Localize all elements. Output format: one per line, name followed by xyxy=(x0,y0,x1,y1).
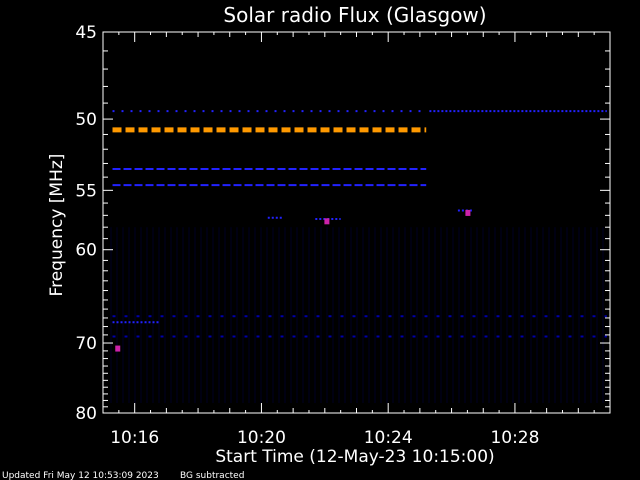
footer-updated: Updated Fri May 12 10:53:09 2023 xyxy=(2,471,159,480)
plot-area xyxy=(110,110,607,403)
y-tick-label: 55 xyxy=(75,181,97,201)
x-tick-label: 10:20 xyxy=(237,428,286,448)
intensity-spot xyxy=(115,345,121,352)
x-tick-label: 10:24 xyxy=(364,428,413,448)
y-tick-label: 80 xyxy=(75,404,97,424)
chart-title: Solar radio Flux (Glasgow) xyxy=(223,3,486,27)
y-tick-label: 50 xyxy=(75,110,97,130)
x-axis-label: Start Time (12-May-23 10:15:00) xyxy=(215,447,494,467)
footer-note: BG subtracted xyxy=(180,471,244,480)
intensity-spot xyxy=(465,209,471,216)
x-tick-label: 10:28 xyxy=(490,428,539,448)
y-tick-label: 70 xyxy=(75,334,97,354)
x-tick-label: 10:16 xyxy=(110,428,159,448)
axes: 45 50 55 60 70 80 10:16 10:20 10:24 10:28 xyxy=(75,23,611,448)
y-tick-label: 45 xyxy=(75,23,97,43)
y-tick-label: 60 xyxy=(75,241,97,261)
intensity-spot xyxy=(324,218,330,225)
y-axis-label: Frequency [MHz] xyxy=(47,154,67,297)
